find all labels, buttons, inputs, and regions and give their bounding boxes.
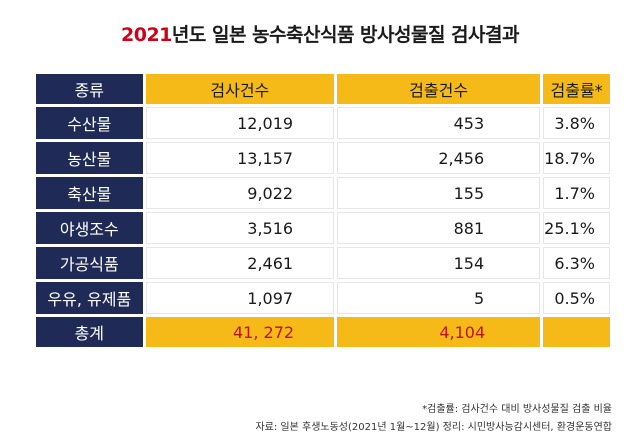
row-rate: 25.1% (543, 212, 610, 244)
title-year: 2021 (121, 24, 172, 46)
row-inspections: 1,097 (145, 282, 335, 314)
total-row: 총계 41, 272 4,104 (36, 317, 610, 347)
row-rate: 0.5% (543, 282, 610, 314)
row-inspections: 9,022 (145, 177, 335, 209)
row-inspections: 2,461 (145, 247, 335, 279)
table-row: 수산물 12,019 453 3.8% (36, 107, 610, 139)
total-detections: 4,104 (337, 317, 541, 347)
total-rate (543, 317, 610, 347)
row-detections: 154 (337, 247, 541, 279)
row-detections: 2,456 (337, 142, 541, 174)
results-table: 종류 검사건수 검출건수 검출률* 수산물 12,019 453 3.8% 농산… (33, 71, 613, 350)
header-rate: 검출률* (543, 74, 610, 104)
row-rate: 1.7% (543, 177, 610, 209)
row-detections: 881 (337, 212, 541, 244)
table-row: 야생조수 3,516 881 25.1% (36, 212, 610, 244)
row-rate: 3.8% (543, 107, 610, 139)
row-category: 축산물 (36, 177, 143, 209)
row-category: 야생조수 (36, 212, 143, 244)
header-detections: 검출건수 (337, 74, 541, 104)
row-rate: 6.3% (543, 247, 610, 279)
rate-definition-note: *검출률: 검사건수 대비 방사성물질 검출 비율 (422, 404, 612, 415)
table-row: 우유, 유제품 1,097 5 0.5% (36, 282, 610, 314)
row-category: 가공식품 (36, 247, 143, 279)
title-text: 년도 일본 농수축산식품 방사성물질 검사결과 (171, 24, 520, 46)
row-category: 농산물 (36, 142, 143, 174)
table-row: 농산물 13,157 2,456 18.7% (36, 142, 610, 174)
row-category: 우유, 유제품 (36, 282, 143, 314)
header-category: 종류 (36, 74, 143, 104)
row-inspections: 3,516 (145, 212, 335, 244)
header-inspections: 검사건수 (145, 74, 335, 104)
header-row: 종류 검사건수 검출건수 검출률* (36, 74, 610, 104)
row-detections: 155 (337, 177, 541, 209)
row-inspections: 13,157 (145, 142, 335, 174)
total-label: 총계 (36, 317, 143, 347)
total-inspections: 41, 272 (145, 317, 335, 347)
row-detections: 5 (337, 282, 541, 314)
row-category: 수산물 (36, 107, 143, 139)
row-inspections: 12,019 (145, 107, 335, 139)
table-row: 가공식품 2,461 154 6.3% (36, 247, 610, 279)
table-row: 축산물 9,022 155 1.7% (36, 177, 610, 209)
row-detections: 453 (337, 107, 541, 139)
chart-title: 2021년도 일본 농수축산식품 방사성물질 검사결과 (0, 20, 640, 47)
row-rate: 18.7% (543, 142, 610, 174)
source-note: 자료: 일본 후생노동성(2021년 1월~12월) 정리: 시민방사능감시센터… (255, 422, 612, 433)
